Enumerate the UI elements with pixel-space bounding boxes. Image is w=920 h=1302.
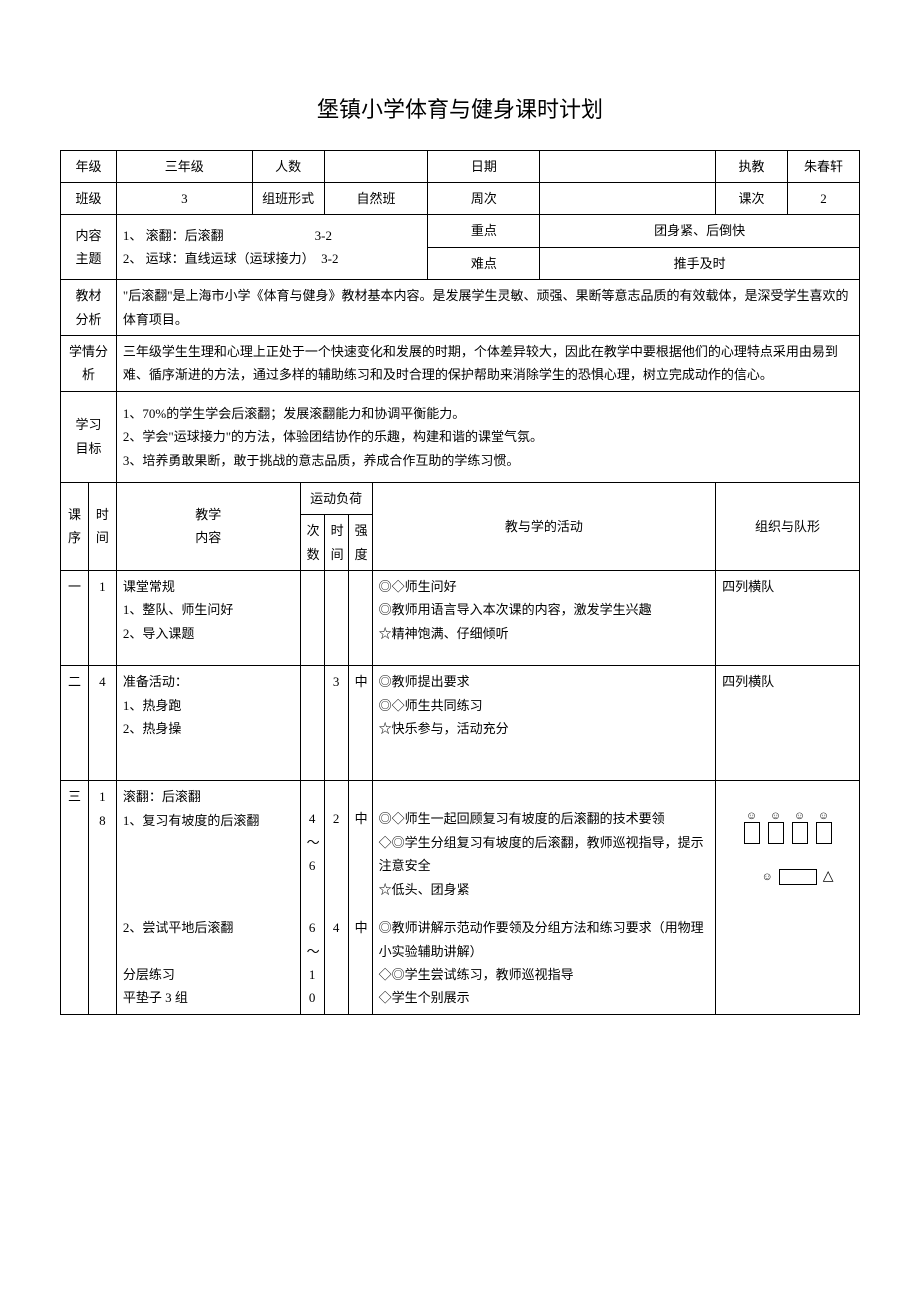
val-date [540,150,716,182]
mat-icon: ☺ [768,811,784,844]
cell-seq: 三 [61,781,89,1014]
col-seq: 课 序 [61,482,89,570]
cell-seq: 一 [61,571,89,666]
goal-text: 1、70%的学生学会后滚翻；发展滚翻能力和协调平衡能力。 2、学会"运球接力"的… [116,391,859,482]
page-title: 堡镇小学体育与健身课时计划 [60,90,860,130]
cell-intensity: 中 [348,666,372,781]
triangle-icon: △ [823,864,834,889]
label-session: 课次 [716,182,788,214]
cell-activity: ◎教师讲解示范动作要领及分组方法和练习要求（用物理小实验辅助讲解） ◇◎学生尝试… [372,912,716,1014]
label-keypoint: 重点 [428,215,540,247]
cell-activity: ◎◇师生一起回顾复习有坡度的后滚翻的技术要领 ◇◎学生分组复习有坡度的后滚翻，教… [372,781,716,912]
lesson-plan-table: 年级 三年级 人数 日期 执教 朱春轩 班级 3 组班形式 自然班 周次 课次 … [60,150,860,1015]
content-line2: 2、 运球：直线运球（运球接力） 3-2 [123,247,422,270]
val-count [324,150,428,182]
label-class: 班级 [61,182,117,214]
cell-reps: 6 ～ 1 0 [300,912,324,1014]
col-intensity: 强 度 [348,515,372,571]
table-row: 课 序 时 间 教学 内容 运动负荷 教与学的活动 组织与队形 [61,482,860,514]
cell-time: 1 8 [88,781,116,1014]
cell-activity: ◎教师提出要求 ◎◇师生共同练习 ☆快乐参与，活动充分 [372,666,716,781]
cell-intensity [348,571,372,666]
goal-line2: 2、学会"运球接力"的方法，体验团结协作的乐趣，构建和谐的课堂气氛。 [123,425,853,448]
formation-diagram: ☺ ☺ ☺ ☺ ☺ △ [722,807,853,893]
label-content-theme: 内容 主题 [61,215,117,280]
cell-content: 课堂常规 1、整队、师生问好 2、导入课题 [116,571,300,666]
goal-line3: 3、培养勇敢果断，敢于挑战的意志品质，养成合作互助的学练习惯。 [123,449,853,472]
cell-intensity: 中 [348,781,372,912]
col-reps: 次 数 [300,515,324,571]
col-formation: 组织与队形 [716,482,860,570]
mat-icon: ☺ [816,811,832,844]
cell-reps: 4 ～ 6 [300,781,324,912]
table-row: 班级 3 组班形式 自然班 周次 课次 2 [61,182,860,214]
table-row: 教材 分析 "后滚翻"是上海市小学《体育与健身》教材基本内容。是发展学生灵敏、顽… [61,280,860,336]
table-row: 三 1 8 滚翻：后滚翻 1、复习有坡度的后滚翻 4 ～ 6 2 中 ◎◇师生一… [61,781,860,912]
mat-icon: ☺ [792,811,808,844]
material-text: "后滚翻"是上海市小学《体育与健身》教材基本内容。是发展学生灵敏、顽强、果断等意… [116,280,859,336]
table-row: 学情分 析 三年级学生生理和心理上正处于一个快速变化和发展的时期，个体差异较大，… [61,335,860,391]
cell-formation: 四列横队 [716,666,860,781]
cell-dur: 4 [324,912,348,1014]
mat-icon: ☺ [744,811,760,844]
label-diffpoint: 难点 [428,247,540,279]
teacher-row: ☺ △ [762,864,834,889]
cell-intensity: 中 [348,912,372,1014]
label-grade: 年级 [61,150,117,182]
label-form: 组班形式 [252,182,324,214]
label-date: 日期 [428,150,540,182]
col-load: 运动负荷 [300,482,372,514]
cell-content: 2、尝试平地后滚翻 分层练习 平垫子 3 组 [116,912,300,1014]
col-dur: 时 间 [324,515,348,571]
col-time: 时 间 [88,482,116,570]
cell-time: 1 [88,571,116,666]
label-count: 人数 [252,150,324,182]
cell-activity: ◎◇师生问好 ◎教师用语言导入本次课的内容，激发学生兴趣 ☆精神饱满、仔细倾听 [372,571,716,666]
val-session: 2 [788,182,860,214]
cell-reps [300,571,324,666]
val-week [540,182,716,214]
cell-formation: 四列横队 [716,571,860,666]
table-row: 内容 主题 1、 滚翻：后滚翻 3-2 2、 运球：直线运球（运球接力） 3-2… [61,215,860,247]
col-content: 教学 内容 [116,482,300,570]
face-icon: ☺ [762,872,773,883]
table-row: 学习 目标 1、70%的学生学会后滚翻；发展滚翻能力和协调平衡能力。 2、学会"… [61,391,860,482]
label-material: 教材 分析 [61,280,117,336]
cell-content: 准备活动： 1、热身跑 2、热身操 [116,666,300,781]
col-activity: 教与学的活动 [372,482,716,570]
val-diffpoint: 推手及时 [540,247,860,279]
cell-seq: 二 [61,666,89,781]
teacher-box-icon [779,869,817,885]
label-week: 周次 [428,182,540,214]
label-teacher: 执教 [716,150,788,182]
table-row: 二 4 准备活动： 1、热身跑 2、热身操 3 中 ◎教师提出要求 ◎◇师生共同… [61,666,860,781]
val-form: 自然班 [324,182,428,214]
cell-reps [300,666,324,781]
val-class: 3 [116,182,252,214]
cell-dur [324,571,348,666]
val-grade: 三年级 [116,150,252,182]
cell-time: 4 [88,666,116,781]
table-row: 年级 三年级 人数 日期 执教 朱春轩 [61,150,860,182]
val-teacher: 朱春轩 [788,150,860,182]
cell-dur: 3 [324,666,348,781]
content-theme-text: 1、 滚翻：后滚翻 3-2 2、 运球：直线运球（运球接力） 3-2 [116,215,428,280]
table-row: 一 1 课堂常规 1、整队、师生问好 2、导入课题 ◎◇师生问好 ◎教师用语言导… [61,571,860,666]
label-student: 学情分 析 [61,335,117,391]
cell-dur: 2 [324,781,348,912]
mat-row: ☺ ☺ ☺ ☺ [744,811,832,844]
cell-content: 滚翻：后滚翻 1、复习有坡度的后滚翻 [116,781,300,912]
content-line1: 1、 滚翻：后滚翻 3-2 [123,224,422,247]
val-keypoint: 团身紧、后倒快 [540,215,860,247]
cell-formation: ☺ ☺ ☺ ☺ ☺ △ [716,781,860,1014]
goal-line1: 1、70%的学生学会后滚翻；发展滚翻能力和协调平衡能力。 [123,402,853,425]
student-text: 三年级学生生理和心理上正处于一个快速变化和发展的时期，个体差异较大，因此在教学中… [116,335,859,391]
label-goal: 学习 目标 [61,391,117,482]
